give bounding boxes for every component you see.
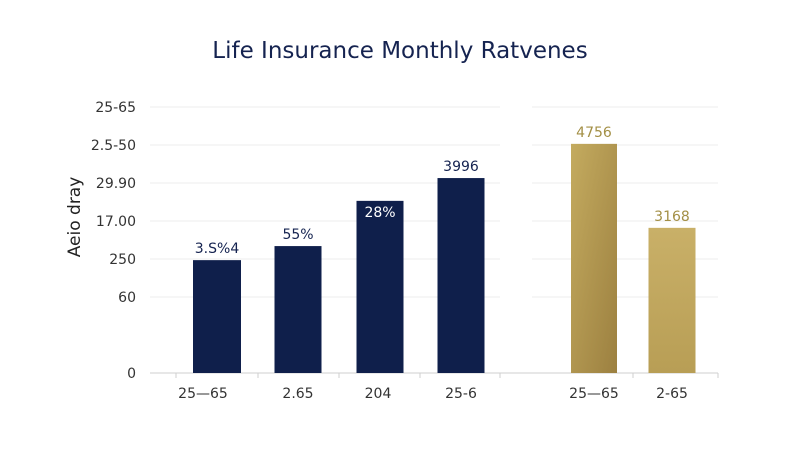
bar	[274, 246, 322, 373]
data-label: 3.S%4	[195, 241, 240, 257]
data-label: 4756	[576, 125, 612, 141]
x-tick-label: 25—65	[178, 386, 228, 402]
y-tick-label: 17.00	[96, 214, 136, 230]
data-label: 55%	[282, 227, 313, 243]
data-label: 3996	[443, 159, 479, 175]
bar	[437, 178, 485, 373]
x-tick-label: 25-6	[445, 386, 477, 402]
y-tick-label: 25-65	[95, 100, 136, 116]
bar	[648, 227, 696, 373]
y-tick-label: 60	[118, 290, 136, 306]
y-tick-label: 0	[127, 366, 136, 382]
data-label: 28%	[364, 205, 395, 221]
x-tick-label: 2-65	[656, 386, 688, 402]
bar	[571, 143, 617, 373]
y-tick-label: 29.90	[96, 176, 136, 192]
data-label: 3168	[654, 209, 690, 225]
bar	[193, 260, 241, 373]
bar	[356, 200, 404, 373]
x-tick-label: 204	[365, 386, 392, 402]
y-tick-label: 2.5-50	[91, 138, 136, 154]
x-tick-label: 25—65	[569, 386, 619, 402]
chart-title: Life Insurance Monthly Ratvenes	[212, 38, 588, 64]
y-tick-label: 250	[109, 252, 136, 268]
x-tick-label: 2.65	[282, 386, 313, 402]
